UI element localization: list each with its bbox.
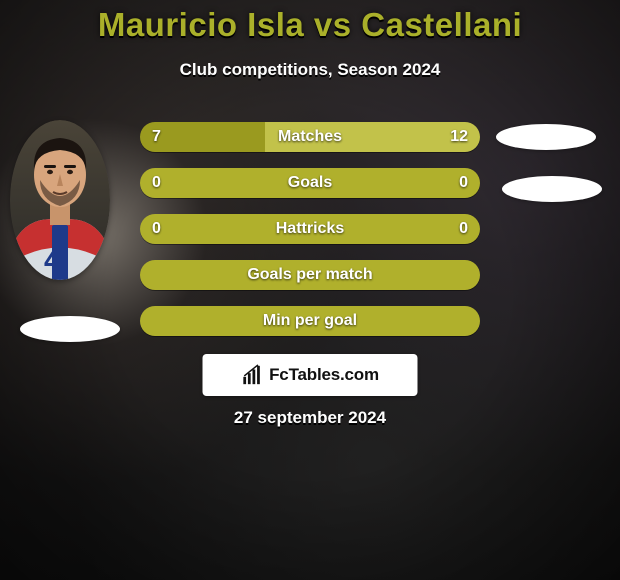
brand-text: FcTables.com (269, 365, 379, 385)
page-title: Mauricio Isla vs Castellani (0, 6, 620, 44)
stat-bar-left (140, 168, 480, 198)
player-right-avatar-placeholder (496, 124, 596, 150)
date-label: 27 september 2024 (0, 408, 620, 428)
stat-row: Hattricks00 (140, 214, 480, 244)
player-left-avatar-placeholder (20, 316, 120, 342)
chart-icon (241, 364, 263, 386)
brand-badge: FcTables.com (203, 354, 418, 396)
stats-container: Matches712 Goals00 Hattricks00 Goals per ma… (140, 122, 480, 352)
brand-main: Tables (289, 365, 340, 384)
stat-row: Goals per match (140, 260, 480, 290)
stat-row: Min per goal (140, 306, 480, 336)
svg-text:4: 4 (44, 244, 61, 277)
stat-row: Goals00 (140, 168, 480, 198)
stat-bar-right (265, 122, 480, 152)
avatar-svg: 4 (10, 120, 110, 280)
page-subtitle: Club competitions, Season 2024 (0, 60, 620, 80)
stat-bar-left (140, 306, 480, 336)
player-right-avatar-placeholder-2 (502, 176, 602, 202)
stat-row: Matches712 (140, 122, 480, 152)
stat-bar-left (140, 122, 265, 152)
stat-bar-left (140, 214, 480, 244)
player-left-avatar: 4 (10, 120, 110, 280)
brand-suffix: .com (340, 365, 379, 384)
brand-prefix: Fc (269, 365, 288, 384)
stat-bar-left (140, 260, 480, 290)
comparison-card: Mauricio Isla vs Castellani Club competi… (0, 0, 620, 580)
